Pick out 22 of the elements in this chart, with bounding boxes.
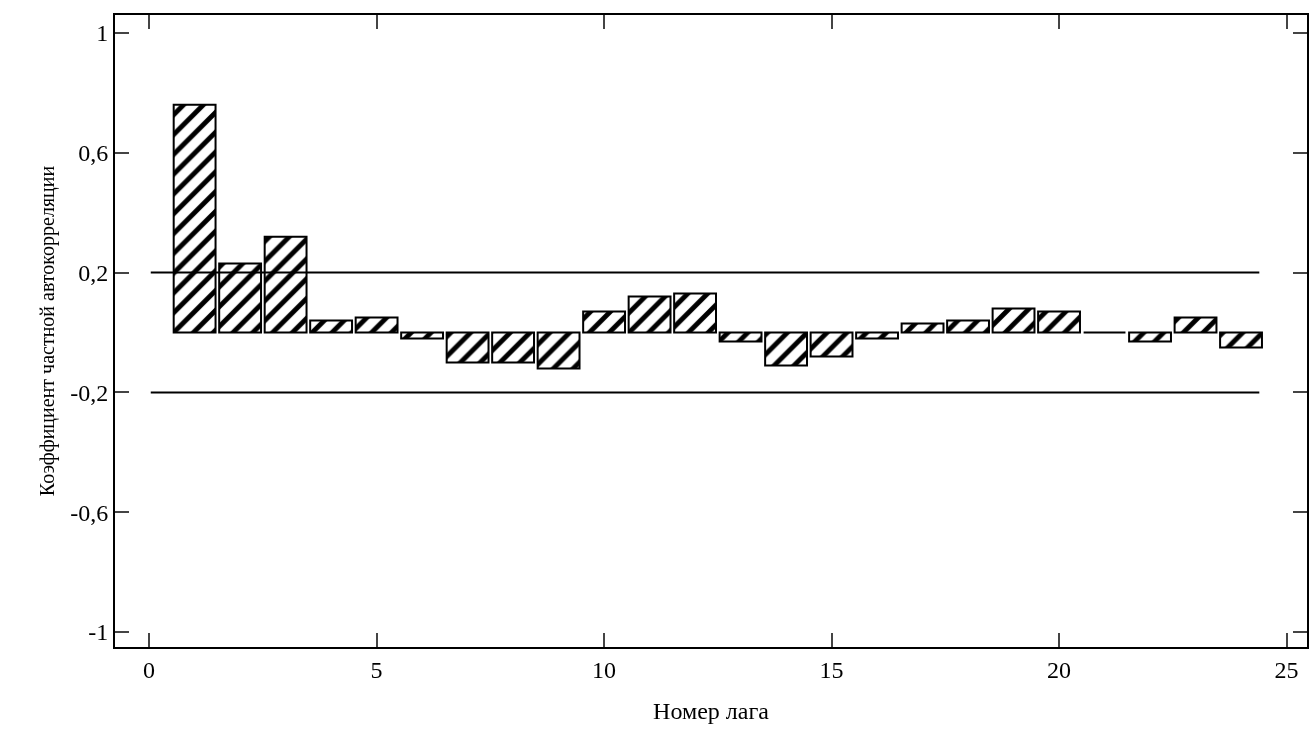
bar [1173,316,1218,334]
bar [900,322,945,334]
bar [1219,331,1263,349]
y-tick-label: 0,2 [78,259,109,286]
bar [1037,310,1081,334]
y-tick-label: 0,6 [78,140,109,167]
bar [809,331,854,358]
bar [1128,331,1172,343]
bar [946,319,990,334]
y-tick-label: 1 [96,20,109,47]
x-tick-label: 0 [143,656,156,683]
x-tick-label: 10 [592,656,617,683]
bar [991,307,1036,334]
x-tick-label: 20 [1047,656,1072,683]
y-tick-label: -0,6 [70,499,109,526]
x-tick-label: 5 [370,656,383,683]
x-tick-label: 25 [1274,656,1299,683]
x-tick-label: 15 [819,656,844,683]
y-tick-label: -1 [88,619,109,646]
y-tick-label: -0,2 [70,379,109,406]
y-axis-title: Коэффициент частной автокорреляции [36,165,60,497]
x-axis-title: Номер лага [653,697,770,724]
